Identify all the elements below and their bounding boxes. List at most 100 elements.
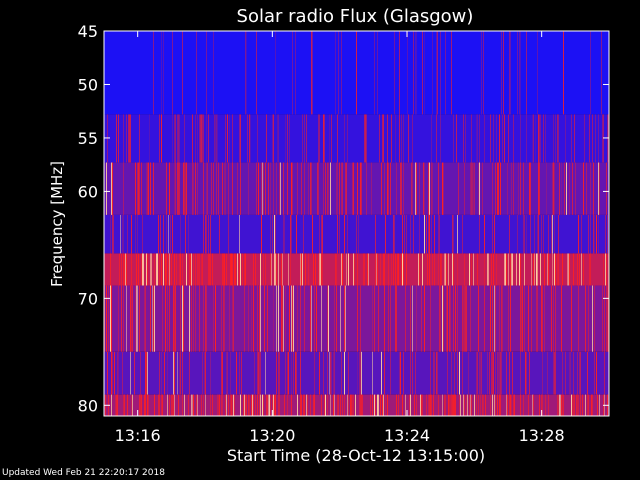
emission-streak — [314, 351, 315, 395]
emission-streak — [443, 162, 444, 215]
emission-streak — [239, 214, 240, 254]
emission-streak — [340, 285, 341, 352]
emission-streak — [275, 214, 276, 254]
y-tick-label: 70 — [78, 289, 98, 308]
emission-streak — [131, 214, 132, 254]
emission-streak — [184, 394, 185, 416]
emission-streak — [396, 285, 397, 352]
emission-streak — [314, 285, 315, 352]
emission-streak — [552, 162, 553, 215]
emission-streak — [424, 214, 425, 254]
emission-streak — [285, 285, 286, 352]
emission-streak — [410, 351, 411, 395]
emission-streak — [357, 285, 358, 352]
emission-streak — [379, 114, 380, 163]
emission-streak — [117, 394, 118, 416]
emission-streak — [336, 253, 337, 286]
emission-streak — [416, 285, 417, 352]
emission-streak — [480, 351, 481, 395]
emission-streak — [270, 253, 271, 286]
emission-streak — [222, 351, 223, 395]
emission-streak — [352, 394, 353, 416]
emission-streak — [473, 253, 474, 286]
emission-streak — [485, 394, 486, 416]
emission-streak — [177, 162, 178, 215]
emission-streak — [173, 394, 174, 416]
emission-streak — [311, 31, 312, 115]
emission-streak — [442, 162, 443, 215]
emission-streak — [227, 114, 228, 163]
emission-streak — [590, 253, 591, 286]
emission-streak — [487, 253, 488, 286]
emission-streak — [310, 162, 311, 215]
emission-streak — [123, 394, 124, 416]
emission-streak — [342, 253, 343, 286]
emission-streak — [131, 285, 132, 352]
emission-streak — [437, 351, 438, 395]
emission-streak — [188, 394, 189, 416]
emission-streak — [488, 253, 489, 286]
emission-streak — [470, 162, 471, 215]
emission-streak — [281, 285, 282, 352]
emission-streak — [331, 351, 332, 395]
emission-streak — [126, 253, 127, 286]
emission-streak — [158, 214, 159, 254]
emission-streak — [361, 351, 362, 395]
emission-streak — [201, 253, 202, 286]
emission-streak — [121, 253, 122, 286]
emission-streak — [585, 285, 586, 352]
emission-streak — [283, 214, 284, 254]
emission-streak — [341, 351, 342, 395]
emission-streak — [205, 214, 206, 254]
emission-streak — [315, 253, 316, 286]
emission-streak — [235, 253, 236, 286]
emission-streak — [253, 253, 254, 286]
emission-streak — [183, 285, 184, 352]
emission-streak — [200, 114, 201, 163]
emission-streak — [553, 351, 554, 395]
emission-streak — [302, 253, 303, 286]
emission-streak — [197, 162, 198, 215]
emission-streak — [517, 31, 518, 115]
emission-streak — [464, 394, 465, 416]
emission-streak — [469, 253, 470, 286]
emission-streak — [348, 351, 349, 395]
emission-streak — [123, 214, 124, 254]
emission-streak — [313, 253, 314, 286]
emission-streak — [495, 351, 496, 395]
emission-streak — [111, 351, 112, 395]
emission-streak — [141, 162, 142, 215]
emission-streak — [356, 214, 357, 254]
emission-streak — [345, 285, 346, 352]
emission-streak — [244, 285, 245, 352]
emission-streak — [394, 31, 395, 115]
emission-streak — [260, 351, 261, 395]
emission-streak — [439, 214, 440, 254]
emission-streak — [327, 394, 328, 416]
emission-streak — [492, 162, 493, 215]
emission-streak — [197, 394, 198, 416]
emission-streak — [208, 214, 209, 254]
emission-streak — [424, 285, 425, 352]
emission-streak — [434, 214, 435, 254]
emission-streak — [483, 31, 484, 115]
emission-streak — [359, 394, 360, 416]
emission-streak — [426, 214, 427, 254]
emission-streak — [111, 285, 112, 352]
emission-streak — [317, 162, 318, 215]
emission-streak — [606, 285, 607, 352]
emission-streak — [245, 253, 246, 286]
emission-streak — [440, 114, 441, 163]
emission-streak — [594, 351, 595, 395]
emission-streak — [270, 162, 271, 215]
emission-streak — [256, 162, 257, 215]
emission-streak — [196, 31, 197, 115]
emission-streak — [288, 351, 289, 395]
emission-streak — [539, 114, 540, 163]
emission-streak — [516, 253, 517, 286]
emission-streak — [569, 253, 570, 286]
emission-streak — [274, 214, 275, 254]
emission-streak — [454, 394, 455, 416]
emission-streak — [589, 253, 590, 286]
emission-streak — [469, 394, 470, 416]
